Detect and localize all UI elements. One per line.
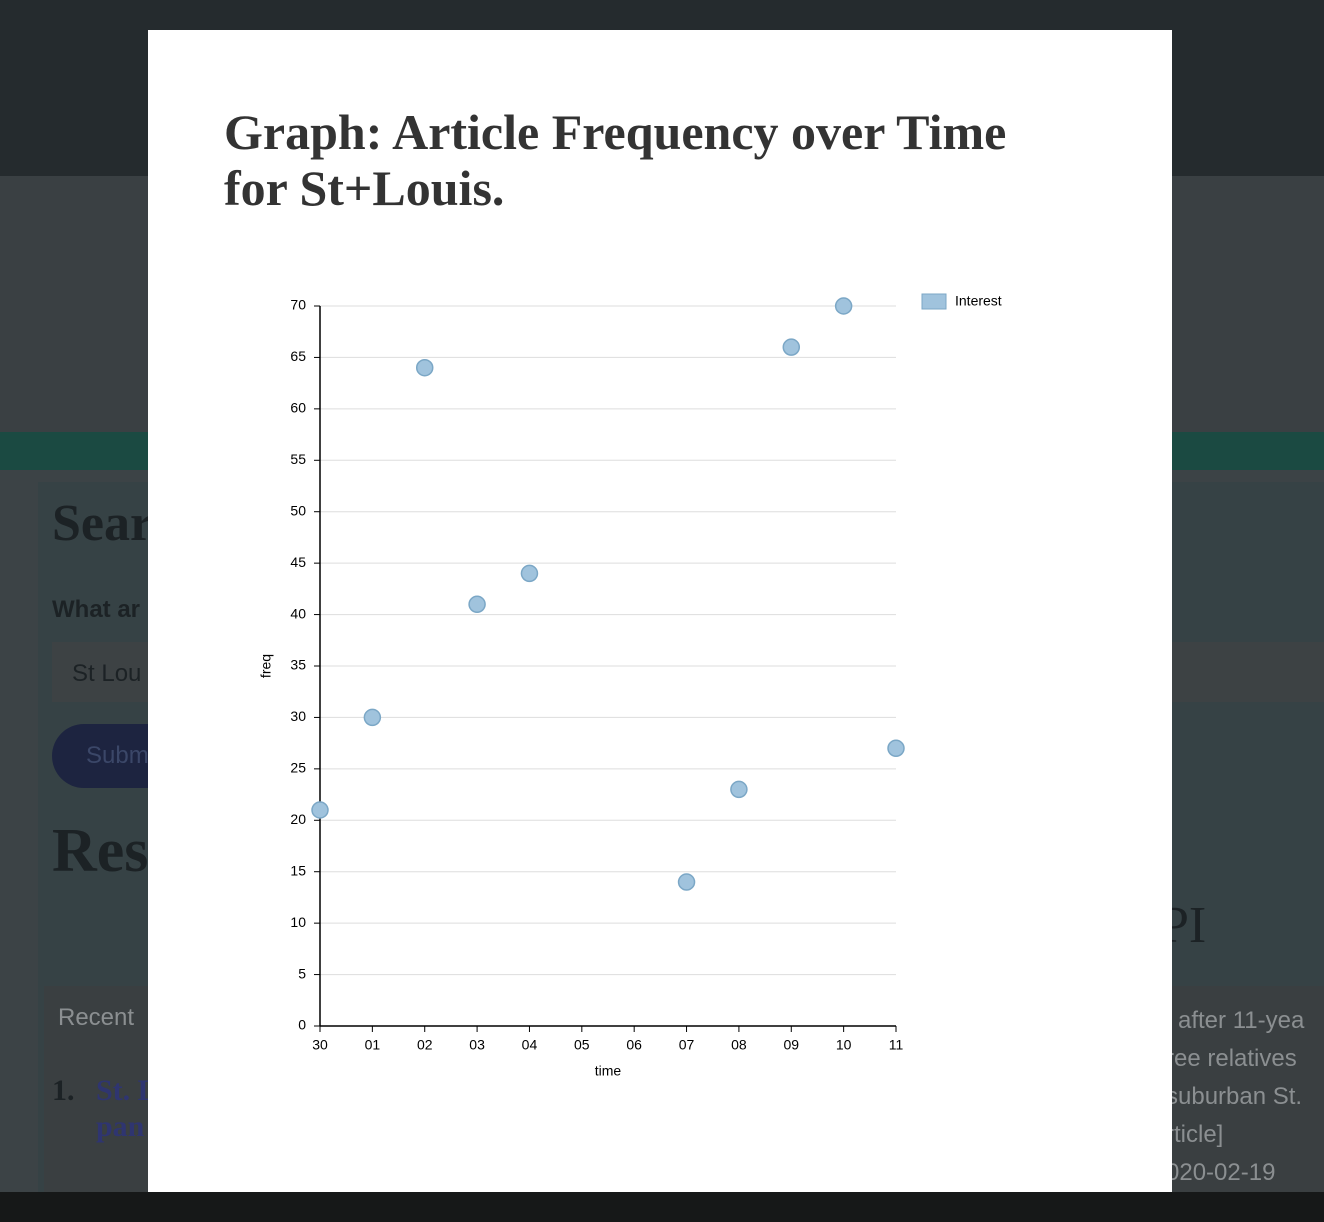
submit-label: Subm bbox=[86, 742, 149, 769]
x-tick-label: 06 bbox=[626, 1037, 642, 1053]
x-tick-label: 30 bbox=[312, 1037, 328, 1053]
x-tick-label: 07 bbox=[679, 1037, 695, 1053]
x-tick-label: 10 bbox=[836, 1037, 852, 1053]
point bbox=[730, 780, 748, 799]
y-tick-label: 10 bbox=[290, 914, 306, 930]
x-tick-label: 03 bbox=[469, 1037, 485, 1053]
point bbox=[887, 739, 905, 758]
y-tick-label: 55 bbox=[290, 451, 306, 467]
y-tick-label: 20 bbox=[290, 811, 306, 827]
x-tick-label: 04 bbox=[522, 1037, 538, 1053]
search-heading: Sear bbox=[52, 495, 154, 552]
y-tick-label: 0 bbox=[298, 1017, 306, 1033]
result-number: 1. bbox=[52, 1074, 75, 1107]
x-tick-label: 05 bbox=[574, 1037, 590, 1053]
y-tick-label: 35 bbox=[290, 657, 306, 673]
y-tick-label: 40 bbox=[290, 605, 306, 621]
x-tick-label: 08 bbox=[731, 1037, 747, 1053]
modal bbox=[148, 30, 1172, 1192]
point bbox=[834, 297, 853, 315]
legend-swatch bbox=[921, 293, 947, 310]
results-heading: Res bbox=[52, 817, 149, 885]
legend-label: Interest bbox=[955, 293, 1002, 309]
y-tick-label: 5 bbox=[298, 965, 306, 981]
snippet-line: l after 11-yea bbox=[1166, 1007, 1305, 1034]
point bbox=[311, 801, 329, 819]
point bbox=[468, 595, 486, 614]
point bbox=[415, 358, 434, 377]
result-link: St. L bbox=[96, 1074, 158, 1107]
x-tick-label: 01 bbox=[365, 1037, 381, 1053]
point bbox=[677, 873, 696, 891]
x-tick-label: 02 bbox=[417, 1037, 433, 1053]
footer-bar bbox=[0, 1192, 1324, 1222]
y-tick-label: 45 bbox=[290, 554, 306, 570]
y-tick-label: 30 bbox=[290, 708, 306, 724]
snippet-line: suburban St. bbox=[1166, 1083, 1303, 1110]
snippet-line: 020-02-19 bbox=[1166, 1159, 1276, 1186]
y-tick-label: 65 bbox=[290, 348, 306, 364]
y-axis-label: freq bbox=[258, 654, 274, 678]
result-snippet: l after 11-yea ree relatives suburban St… bbox=[1166, 1002, 1304, 1192]
y-tick-label: 15 bbox=[290, 862, 306, 878]
y-tick-label: 50 bbox=[290, 502, 306, 518]
result-link: pan bbox=[96, 1110, 145, 1143]
recent-label: Recent bbox=[58, 1004, 135, 1031]
x-axis-label: time bbox=[595, 1063, 622, 1079]
point bbox=[520, 564, 539, 583]
y-tick-label: 70 bbox=[290, 297, 306, 313]
modal-title: Graph: Article Frequency over Time for S… bbox=[224, 104, 1007, 216]
point bbox=[782, 338, 801, 356]
question-label: What ar bbox=[52, 596, 141, 623]
point bbox=[363, 708, 382, 727]
input-value: St Lou bbox=[72, 660, 142, 687]
y-tick-label: 60 bbox=[290, 400, 306, 416]
snippet-line: rticle] bbox=[1166, 1121, 1224, 1148]
x-tick-label: 09 bbox=[783, 1037, 799, 1053]
snippet-line: ree relatives bbox=[1166, 1045, 1297, 1072]
y-tick-label: 25 bbox=[290, 760, 306, 776]
x-tick-label: 11 bbox=[889, 1037, 904, 1053]
